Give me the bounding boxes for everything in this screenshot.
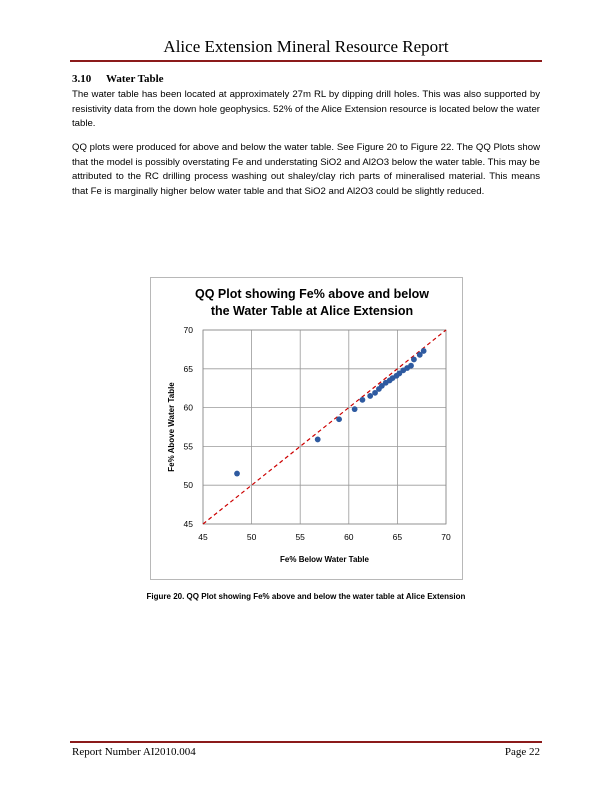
qq-plot-svg: QQ Plot showing Fe% above and below the W… [167, 287, 451, 564]
data-point [411, 356, 417, 363]
y-tick-label: 55 [184, 441, 194, 451]
y-tick-label: 50 [184, 480, 194, 490]
section-title: Water Table [106, 73, 164, 85]
y-axis-label: Fe% Above Water Table [167, 382, 176, 472]
data-point [416, 351, 423, 358]
x-tick-label: 55 [295, 532, 305, 542]
x-tick-label: 50 [247, 532, 257, 542]
report-number: Report Number AI2010.004 [72, 746, 196, 758]
header-divider [70, 60, 542, 62]
reference-line [202, 329, 447, 525]
data-point [314, 436, 321, 443]
figure-caption: Figure 20. QQ Plot showing Fe% above and… [146, 592, 466, 601]
paragraph-water-table: The water table has been located at appr… [72, 89, 540, 130]
section-heading: 3.10 Water Table [72, 73, 164, 85]
data-point [367, 393, 374, 399]
x-axis-label: Fe% Below Water Table [280, 555, 369, 564]
data-point [396, 370, 403, 377]
x-tick-label: 45 [198, 532, 208, 542]
qq-plot-chart: QQ Plot showing Fe% above and below the W… [150, 277, 463, 580]
section-number: 3.10 [72, 73, 92, 85]
data-point [408, 362, 414, 369]
page-number: Page 22 [504, 746, 540, 758]
y-tick-label: 70 [184, 325, 194, 335]
y-tick-label: 65 [184, 364, 194, 374]
data-point [234, 470, 240, 477]
plot-area-border [202, 329, 447, 525]
data-point [359, 396, 366, 403]
data-point [420, 348, 427, 354]
paragraph-qq-plots: QQ plots were produced for above and bel… [72, 142, 540, 198]
x-tick-label: 70 [441, 532, 451, 542]
footer-divider [70, 741, 542, 743]
x-tick-label: 60 [344, 532, 354, 542]
data-point [351, 406, 358, 413]
y-tick-label: 45 [184, 519, 194, 529]
chart-title: the Water Table at Alice Extension [211, 304, 413, 318]
chart-title: QQ Plot showing Fe% above and below [195, 287, 429, 301]
data-point [372, 389, 378, 396]
data-point [336, 416, 342, 423]
x-tick-label: 65 [393, 532, 403, 542]
y-tick-label: 60 [184, 403, 194, 413]
page-header-title: Alice Extension Mineral Resource Report [163, 37, 449, 56]
data-point [378, 382, 385, 389]
